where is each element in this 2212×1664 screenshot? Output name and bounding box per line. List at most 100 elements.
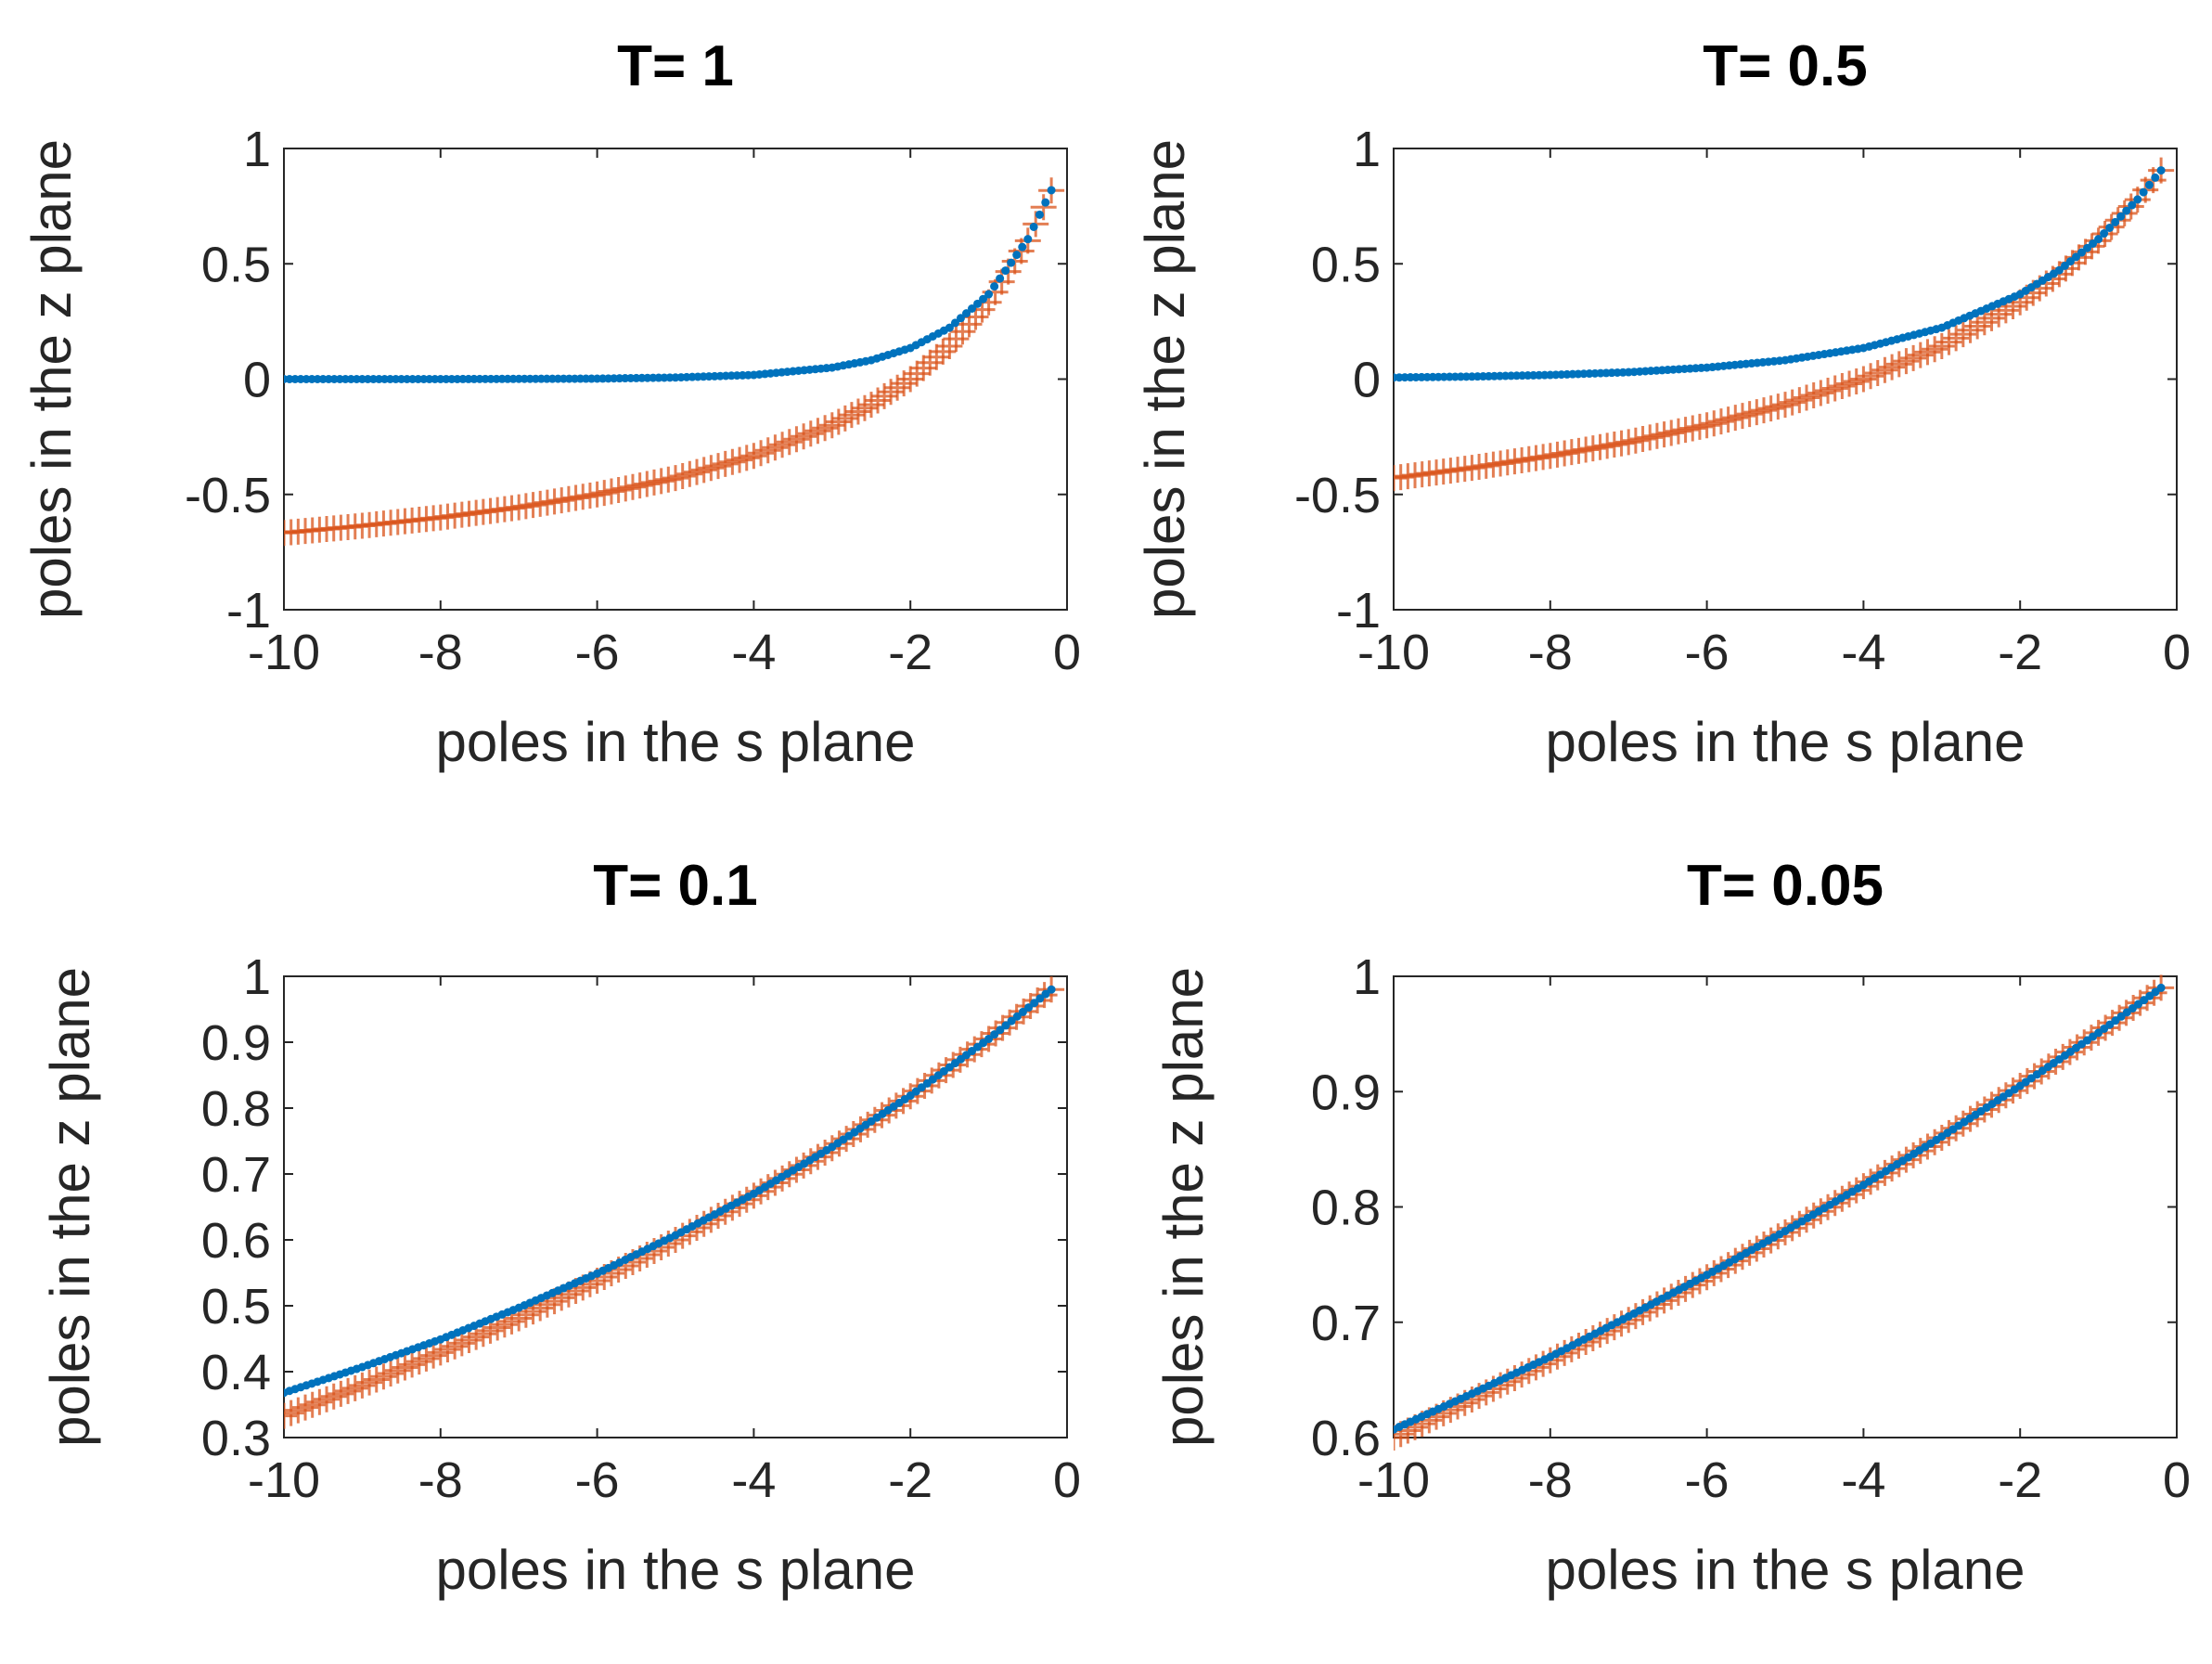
plus-marker [1971, 309, 1998, 336]
y-axis-label: poles in the z plane [39, 967, 101, 1447]
dot-marker [1001, 266, 1010, 276]
plus-marker [1815, 378, 1842, 405]
x-axis-label: poles in the s plane [435, 1539, 915, 1601]
plus-marker [1615, 429, 1642, 456]
plus-marker [684, 458, 711, 485]
y-tick-label: 0.5 [1311, 237, 1381, 292]
dot-marker [2105, 223, 2115, 232]
x-tick-label: -8 [418, 625, 463, 680]
y-tick-label: 0 [1353, 353, 1381, 408]
dot-marker [1007, 1016, 1016, 1025]
plus-marker [754, 437, 781, 464]
dot-marker [2144, 180, 2154, 189]
y-tick-label: -1 [1336, 583, 1381, 639]
dot-marker [2094, 235, 2103, 244]
dot-marker [1018, 1007, 1027, 1016]
dot-marker [1029, 222, 1038, 231]
x-tick-label: 0 [2163, 625, 2191, 680]
plus-marker [1900, 344, 1927, 371]
plus-marker [1658, 419, 1685, 446]
dot-marker [945, 323, 954, 332]
plus-marker [825, 408, 852, 435]
plus-marker [797, 420, 824, 447]
plus-marker [1629, 426, 1656, 453]
y-tick-label: 0.9 [1311, 1064, 1381, 1120]
plot-area [1394, 974, 2175, 1451]
plus-marker [356, 1369, 383, 1396]
dot-marker [996, 1025, 1005, 1035]
y-tick-label: 1 [243, 122, 271, 177]
dot-marker [1047, 985, 1056, 994]
y-tick-label: -0.5 [1294, 468, 1381, 523]
dot-marker [2151, 173, 2160, 182]
plus-marker [648, 468, 675, 495]
x-tick-label: -6 [1685, 1452, 1730, 1508]
plus-marker [1843, 368, 1870, 395]
series-exact [1394, 983, 2166, 1434]
plus-marker [1885, 351, 1912, 378]
plus-marker [405, 1348, 432, 1375]
plus-marker [748, 440, 775, 467]
plus-marker [1765, 393, 1792, 420]
plus-marker [1743, 399, 1770, 426]
x-tick-label: -10 [248, 1452, 320, 1508]
x-tick-label: -8 [418, 1452, 463, 1508]
y-tick-label: 0.7 [1311, 1296, 1381, 1351]
x-tick-label: 0 [1053, 625, 1081, 680]
plus-marker [1858, 363, 1884, 390]
y-tick-label: 0.5 [201, 237, 271, 292]
dot-marker [1041, 989, 1050, 999]
dot-marker [1012, 1012, 1022, 1021]
plus-marker [626, 472, 653, 499]
dot-marker [1035, 994, 1045, 1003]
series-exact [284, 186, 1056, 383]
plus-marker [705, 453, 732, 480]
x-tick-label: -6 [575, 1452, 620, 1508]
plus-marker [1786, 387, 1813, 414]
x-tick-label: -2 [1998, 625, 2042, 680]
dot-marker [1035, 210, 1044, 219]
plus-marker [1643, 422, 1670, 449]
plus-marker [838, 402, 865, 429]
plot-area [1394, 157, 2175, 492]
dot-marker [990, 1030, 999, 1039]
plus-marker [363, 1366, 390, 1393]
dot-marker [968, 303, 977, 313]
plus-marker [1772, 392, 1798, 419]
plus-marker [1800, 382, 1827, 409]
plus-marker [1836, 370, 1863, 397]
dot-marker [2060, 261, 2069, 270]
dot-marker [984, 1034, 994, 1043]
plus-marker [1850, 366, 1877, 393]
subplot-t-0-1: -10 -8 -6 -4 -2 0 0.3 0.4 0.5 0.6 0.7 0.8 0.9 1 T= 0.1… [39, 854, 1081, 1601]
plus-marker [427, 1339, 454, 1366]
plus-marker [1879, 354, 1906, 381]
plus-marker [712, 450, 739, 477]
plus-marker [1964, 313, 1991, 340]
plus-marker [378, 1361, 405, 1387]
plus-marker [923, 343, 950, 370]
plus-marker [910, 355, 937, 381]
plus-marker [791, 423, 817, 450]
axes-frame [283, 975, 1068, 1438]
dot-marker [2156, 166, 2166, 175]
plus-marker [897, 366, 924, 393]
plus-marker [1672, 417, 1699, 444]
plus-marker [341, 1374, 368, 1401]
plus-marker [917, 349, 944, 376]
plus-marker [1736, 401, 1763, 428]
x-tick-label: -8 [1528, 1452, 1573, 1508]
y-tick-label: 0 [243, 353, 271, 408]
y-tick-label: 0.3 [201, 1411, 271, 1466]
plus-marker [733, 445, 760, 471]
plus-marker [1949, 321, 1976, 348]
plot-title: T= 0.5 [1703, 34, 1868, 98]
dot-marker [2065, 257, 2075, 266]
plus-marker [284, 1402, 297, 1429]
plus-marker [420, 1342, 447, 1369]
x-tick-label: -10 [248, 625, 320, 680]
plus-marker [1757, 395, 1784, 422]
series-exact [1394, 166, 2166, 382]
